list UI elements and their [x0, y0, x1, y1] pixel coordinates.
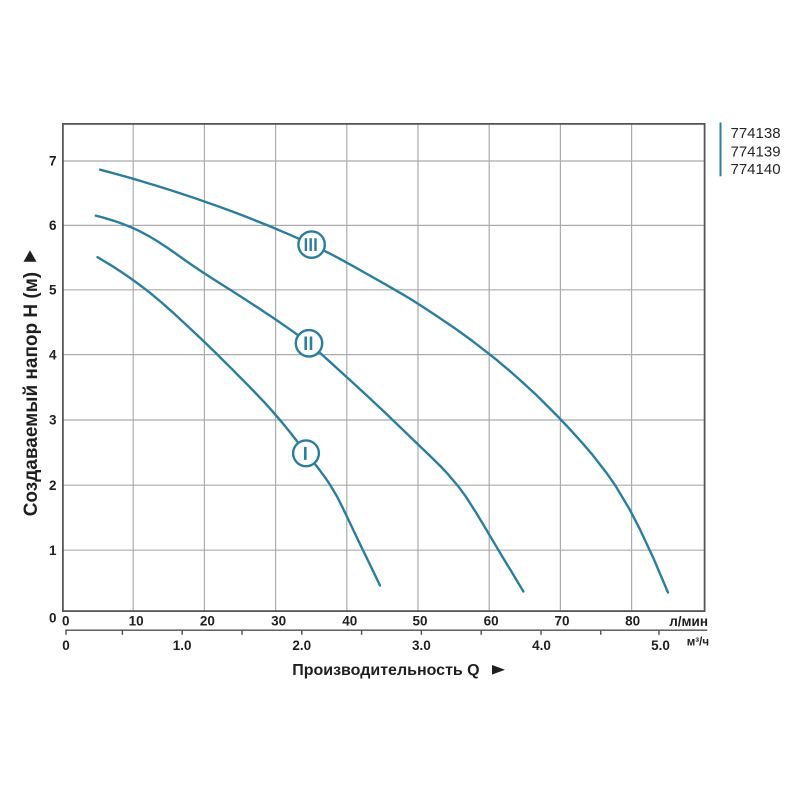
svg-text:м³/ч: м³/ч [687, 637, 709, 649]
svg-text:20: 20 [200, 613, 215, 628]
svg-text:Производительность Q: Производительность Q [292, 662, 479, 679]
svg-text:1: 1 [49, 543, 57, 558]
svg-text:3.0: 3.0 [412, 638, 431, 653]
svg-text:л/мин: л/мин [669, 614, 708, 629]
svg-text:10: 10 [129, 613, 144, 628]
svg-text:2: 2 [49, 478, 57, 493]
svg-text:50: 50 [412, 613, 427, 628]
svg-text:60: 60 [484, 613, 499, 628]
svg-text:774138: 774138 [731, 125, 781, 142]
svg-text:40: 40 [342, 613, 357, 628]
svg-text:2.0: 2.0 [292, 638, 311, 653]
svg-text:6: 6 [49, 218, 57, 233]
svg-text:1.0: 1.0 [173, 638, 192, 653]
svg-text:5: 5 [49, 283, 57, 298]
svg-text:70: 70 [554, 613, 569, 628]
svg-text:0: 0 [49, 611, 57, 626]
svg-text:4: 4 [49, 347, 57, 362]
svg-text:30: 30 [271, 613, 286, 628]
svg-text:0: 0 [62, 613, 70, 628]
svg-text:774139: 774139 [731, 143, 781, 160]
svg-text:4.0: 4.0 [532, 638, 551, 653]
svg-text:774140: 774140 [731, 161, 781, 178]
svg-text:5.0: 5.0 [651, 638, 670, 653]
svg-text:Создаваемый напор H (м): Создаваемый напор H (м) [21, 272, 42, 516]
svg-text:80: 80 [625, 613, 640, 628]
svg-text:0: 0 [62, 638, 70, 653]
svg-text:7: 7 [49, 154, 57, 169]
svg-text:3: 3 [49, 413, 57, 428]
